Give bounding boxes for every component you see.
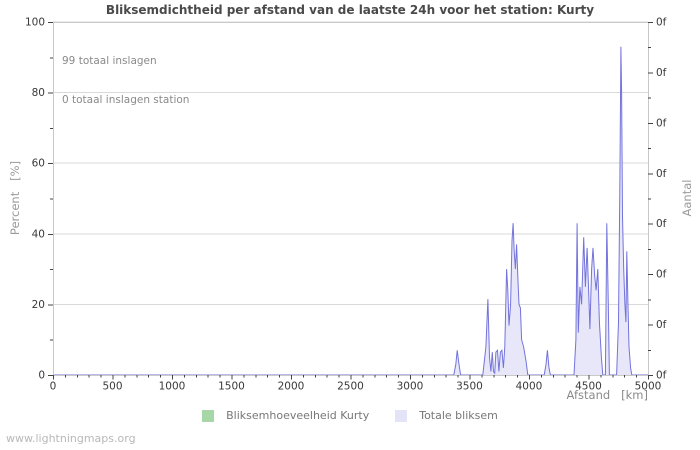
x-tick-label: 4500	[575, 381, 602, 393]
legend-label-totale-bliksem: Totale bliksem	[419, 409, 498, 422]
y-right-tick-label: 0f	[656, 218, 667, 230]
x-tick-label: 4000	[516, 381, 543, 393]
annotation-line-2: 0 totaal inslagen station	[62, 94, 190, 106]
series-line	[53, 46, 648, 376]
x-tick-label: 500	[102, 381, 122, 393]
annotation-total-strikes: 99 totaal inslagen 0 totaal inslagen sta…	[62, 29, 189, 133]
x-tick-label: 0	[50, 381, 57, 393]
legend-swatch-kurty	[202, 409, 215, 422]
y-left-tick-label: 100	[25, 17, 45, 29]
y-axis-label-left: Percent [%]	[8, 160, 22, 236]
x-tick-label: 3500	[456, 381, 483, 393]
chart-title: Bliksemdichtheid per afstand van de laat…	[105, 3, 595, 17]
y-left-tick-label: 40	[32, 228, 45, 240]
legend-item-kurty: Bliksemhoeveelheid Kurty	[202, 409, 369, 422]
x-tick-label: 1000	[159, 381, 186, 393]
series-area	[53, 46, 648, 375]
legend-item-totale-bliksem: Totale bliksem	[395, 409, 498, 422]
y-right-tick-label: 0f	[656, 370, 667, 382]
y-right-tick-label: 0f	[656, 17, 667, 29]
y-right-tick-label: 0f	[656, 67, 667, 79]
y-left-tick-label: 60	[32, 158, 45, 170]
annotation-line-1: 99 totaal inslagen	[62, 55, 157, 67]
watermark-link[interactable]: www.lightningmaps.org	[6, 432, 136, 445]
y-axis-label-right: Aantal	[680, 179, 694, 217]
y-left-tick-label: 20	[32, 299, 45, 311]
y-left-tick-label: 0	[38, 370, 45, 382]
legend: Bliksemhoeveelheid Kurty Totale bliksem	[0, 409, 700, 422]
legend-swatch-totale-bliksem	[395, 409, 408, 422]
x-tick-label: 1500	[218, 381, 245, 393]
x-tick-label: 3000	[397, 381, 424, 393]
y-right-tick-label: 0f	[656, 319, 667, 331]
legend-label-kurty: Bliksemhoeveelheid Kurty	[226, 409, 370, 422]
y-right-tick-label: 0f	[656, 168, 667, 180]
y-left-tick-label: 80	[32, 87, 45, 99]
x-axis-label: Afstand [km]	[566, 388, 648, 402]
y-right-tick-label: 0f	[656, 269, 667, 281]
x-tick-label: 2500	[337, 381, 364, 393]
x-tick-label: 2000	[278, 381, 305, 393]
y-right-tick-label: 0f	[656, 117, 667, 129]
x-tick-label: 5000	[635, 381, 662, 393]
